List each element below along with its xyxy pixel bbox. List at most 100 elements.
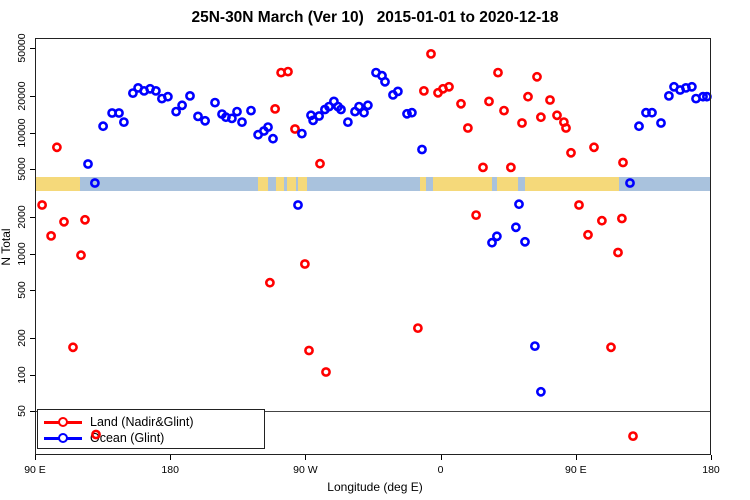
data-points-layer (37, 48, 712, 441)
land-point (290, 124, 300, 134)
ocean-point (681, 83, 691, 93)
ocean-point (342, 117, 353, 127)
land-point (618, 157, 628, 168)
ocean-point (185, 91, 195, 101)
ocean-point (328, 96, 339, 107)
y-axis-title: N Total (0, 228, 13, 266)
ocean-point (258, 126, 269, 136)
ocean-point (491, 231, 502, 242)
x-tick-label: 180 (702, 464, 720, 476)
land-point (535, 112, 546, 123)
legend: Land (Nadir&Glint) Ocean (Glint) (37, 409, 265, 449)
x-tick-label: 90 W (293, 464, 318, 476)
ocean-point (319, 104, 330, 115)
ocean-point (698, 91, 708, 102)
ocean-point (377, 70, 387, 81)
x-tick-label: 0 (437, 464, 444, 476)
land-segment (35, 176, 81, 191)
ocean-point (210, 97, 220, 108)
ocean-marker-icon (58, 433, 68, 443)
ocean-point (362, 100, 373, 111)
ocean-point (162, 91, 173, 102)
y-tick-label: 50 (16, 405, 28, 417)
land-point (321, 367, 331, 377)
land-point (613, 247, 623, 258)
ocean-point (217, 109, 227, 119)
ocean-point (333, 101, 343, 112)
land-point (412, 323, 423, 333)
land-point (561, 123, 571, 133)
land-point (426, 48, 436, 59)
x-tick-label: 90 E (564, 464, 587, 476)
y-tick-label: 10000 (16, 117, 28, 148)
ocean-point (392, 86, 403, 97)
ocean-point (529, 341, 540, 351)
ocean-point (200, 115, 210, 126)
ocean-point (220, 112, 231, 123)
land-point (264, 277, 275, 288)
y-tick-label: 2000 (16, 205, 28, 229)
legend-entry-land: Land (Nadir&Glint) (38, 414, 264, 430)
y-tick-label: 20000 (16, 81, 28, 111)
ocean-point (535, 386, 546, 397)
land-point (499, 105, 509, 116)
plot-border (35, 38, 711, 455)
ocean-point (107, 108, 117, 118)
land-point (545, 95, 555, 105)
land-point (493, 67, 503, 78)
y-tick (30, 411, 35, 412)
y-tick (30, 253, 35, 255)
reference-line (35, 411, 711, 412)
chart-title: 25N-30N March (Ver 10) 2015-01-01 to 202… (191, 9, 559, 26)
legend-label-land: Land (Nadir&Glint) (90, 415, 194, 429)
ocean-point (306, 110, 316, 121)
ocean-point (514, 199, 524, 210)
x-tick-label: 90 E (24, 464, 46, 476)
ocean-point (293, 200, 303, 210)
y-tick-label: 50000 (16, 33, 28, 63)
land-point (299, 259, 310, 269)
land-point (597, 215, 607, 226)
x-tick (170, 455, 172, 460)
ocean-point (119, 117, 129, 127)
ocean-point (702, 91, 712, 102)
land-point (583, 229, 593, 240)
y-tick (30, 96, 35, 98)
land-point (270, 104, 280, 114)
land-segment (258, 176, 268, 191)
x-tick-label: 180 (161, 464, 179, 476)
ocean-point (171, 106, 181, 117)
ocean-point (114, 108, 124, 118)
land-segment (276, 176, 285, 191)
ocean-point (151, 86, 161, 96)
ocean-point (128, 88, 138, 98)
land-point (283, 66, 293, 77)
y-tick-label: 1000 (16, 241, 28, 266)
land-point (471, 210, 481, 220)
ocean-point (350, 106, 360, 117)
land-point (523, 91, 533, 102)
land-point (456, 98, 466, 109)
ocean-point (487, 237, 497, 248)
surface-map-strip (35, 176, 711, 191)
ocean-point (641, 107, 651, 118)
y-tick-label: 200 (16, 329, 28, 347)
land-point (433, 87, 443, 98)
y-tick-label: 100 (16, 365, 28, 384)
ocean-point (157, 93, 167, 104)
ocean-point (647, 107, 657, 118)
ocean-point (687, 81, 697, 92)
land-point (444, 81, 454, 92)
land-point (566, 147, 576, 158)
ocean-point (520, 236, 530, 247)
ocean-point (380, 76, 390, 87)
ocean-point (324, 101, 334, 112)
land-point (574, 200, 584, 210)
y-tick (30, 217, 35, 219)
land-point (462, 123, 473, 133)
ocean-point (226, 113, 237, 124)
land-point (617, 213, 627, 224)
x-tick (440, 455, 442, 460)
ocean-point (371, 67, 381, 78)
